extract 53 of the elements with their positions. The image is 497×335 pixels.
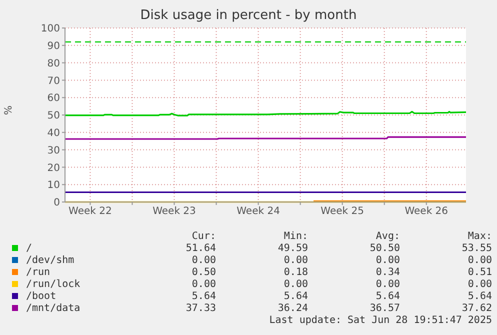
y-tick-label: 40 [47, 128, 60, 139]
text: 36.24 [276, 302, 308, 314]
text: 0.00 [190, 278, 216, 290]
x-tick-label: Week 23 [152, 206, 196, 218]
text: 0.00 [466, 254, 492, 266]
text: 5.64 [466, 290, 492, 302]
x-tick-label: Week 26 [404, 206, 448, 218]
y-tick-label: 90 [47, 40, 60, 52]
text: 0.00 [374, 254, 400, 266]
text: 0.00 [282, 254, 308, 266]
y-tick-label: 70 [47, 76, 60, 87]
x-tick-label: Week 24 [236, 206, 280, 218]
text: 51.64 [184, 242, 216, 254]
y-tick-label: 80 [47, 58, 60, 70]
legend-label: /dev/shm [25, 254, 76, 266]
x-tick-label: Week 22 [68, 206, 112, 218]
y-tick-label: 100 [40, 24, 60, 35]
text: 5.64 [282, 290, 308, 302]
text: 0.18 [282, 266, 308, 278]
text: 37.62 [460, 302, 492, 314]
legend-label: /run [25, 266, 52, 278]
text: 0.00 [466, 278, 492, 290]
text: 53.55 [460, 242, 492, 254]
text: 50.50 [368, 242, 400, 254]
text: 0.50 [190, 266, 216, 278]
text: 37.33 [184, 302, 216, 314]
text: 0.34 [374, 266, 400, 278]
text: 49.59 [276, 242, 308, 254]
text: Last update: Sat Jun 28 19:51:47 2025 [268, 314, 492, 326]
y-tick-label: 0 [54, 198, 60, 209]
y-tick-label: 50 [47, 110, 60, 122]
text: 0.00 [374, 278, 400, 290]
y-tick-label: 30 [47, 145, 60, 156]
x-tick-label: Week 25 [320, 206, 364, 218]
legend-label: /boot [25, 290, 58, 302]
text: Max: [466, 230, 492, 242]
chart-title: Disk usage in percent - by month [139, 8, 358, 23]
y-tick-label: 10 [47, 180, 60, 192]
legend-label: /run/lock [25, 278, 82, 290]
legend-label: / [25, 242, 34, 254]
y-axis-title: % [4, 105, 15, 115]
text: Cur: [190, 230, 216, 242]
text: 0.00 [190, 254, 216, 266]
y-tick-label: 20 [47, 162, 60, 174]
legend-label: /mnt/data [25, 302, 82, 314]
text: 5.64 [374, 290, 400, 302]
text: Min: [282, 230, 308, 242]
text: Avg: [374, 230, 400, 242]
y-tick-label: 60 [47, 93, 60, 104]
text: 5.64 [190, 290, 216, 302]
text: 0.51 [466, 266, 492, 278]
text: 36.57 [368, 302, 400, 314]
text: 0.00 [282, 278, 308, 290]
